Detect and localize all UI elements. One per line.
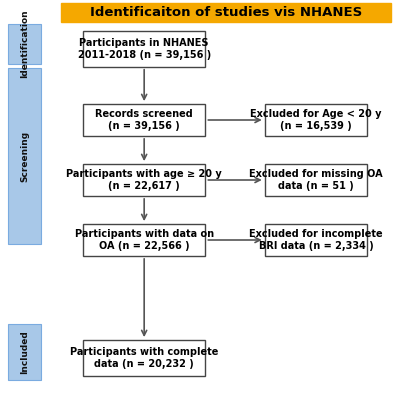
FancyBboxPatch shape xyxy=(265,164,367,196)
FancyBboxPatch shape xyxy=(83,31,205,67)
FancyBboxPatch shape xyxy=(8,68,41,244)
FancyBboxPatch shape xyxy=(83,340,205,376)
Text: Excluded for incomplete
BRI data (n = 2,334 ): Excluded for incomplete BRI data (n = 2,… xyxy=(249,229,383,251)
Text: Participants with data on
OA (n = 22,566 ): Participants with data on OA (n = 22,566… xyxy=(75,229,214,251)
Text: Excluded for missing OA
data (n = 51 ): Excluded for missing OA data (n = 51 ) xyxy=(249,169,383,191)
Text: Records screened
(n = 39,156 ): Records screened (n = 39,156 ) xyxy=(95,109,193,131)
Text: Participants with age ≥ 20 y
(n = 22,617 ): Participants with age ≥ 20 y (n = 22,617… xyxy=(66,169,222,191)
Text: Participants with complete
data (n = 20,232 ): Participants with complete data (n = 20,… xyxy=(70,347,218,369)
FancyBboxPatch shape xyxy=(83,164,205,196)
FancyBboxPatch shape xyxy=(61,3,391,22)
FancyBboxPatch shape xyxy=(265,224,367,256)
FancyBboxPatch shape xyxy=(8,24,41,64)
Text: Excluded for Age < 20 y
(n = 16,539 ): Excluded for Age < 20 y (n = 16,539 ) xyxy=(250,109,382,131)
FancyBboxPatch shape xyxy=(83,104,205,136)
FancyBboxPatch shape xyxy=(8,324,41,380)
Text: Screening: Screening xyxy=(20,130,29,182)
Text: Participants in NHANES
2011-2018 (n = 39,156 ): Participants in NHANES 2011-2018 (n = 39… xyxy=(77,38,211,60)
FancyBboxPatch shape xyxy=(265,104,367,136)
Text: Included: Included xyxy=(20,330,29,374)
FancyBboxPatch shape xyxy=(83,224,205,256)
Text: Identification: Identification xyxy=(20,10,29,78)
Text: Identificaiton of studies vis NHANES: Identificaiton of studies vis NHANES xyxy=(90,6,362,19)
